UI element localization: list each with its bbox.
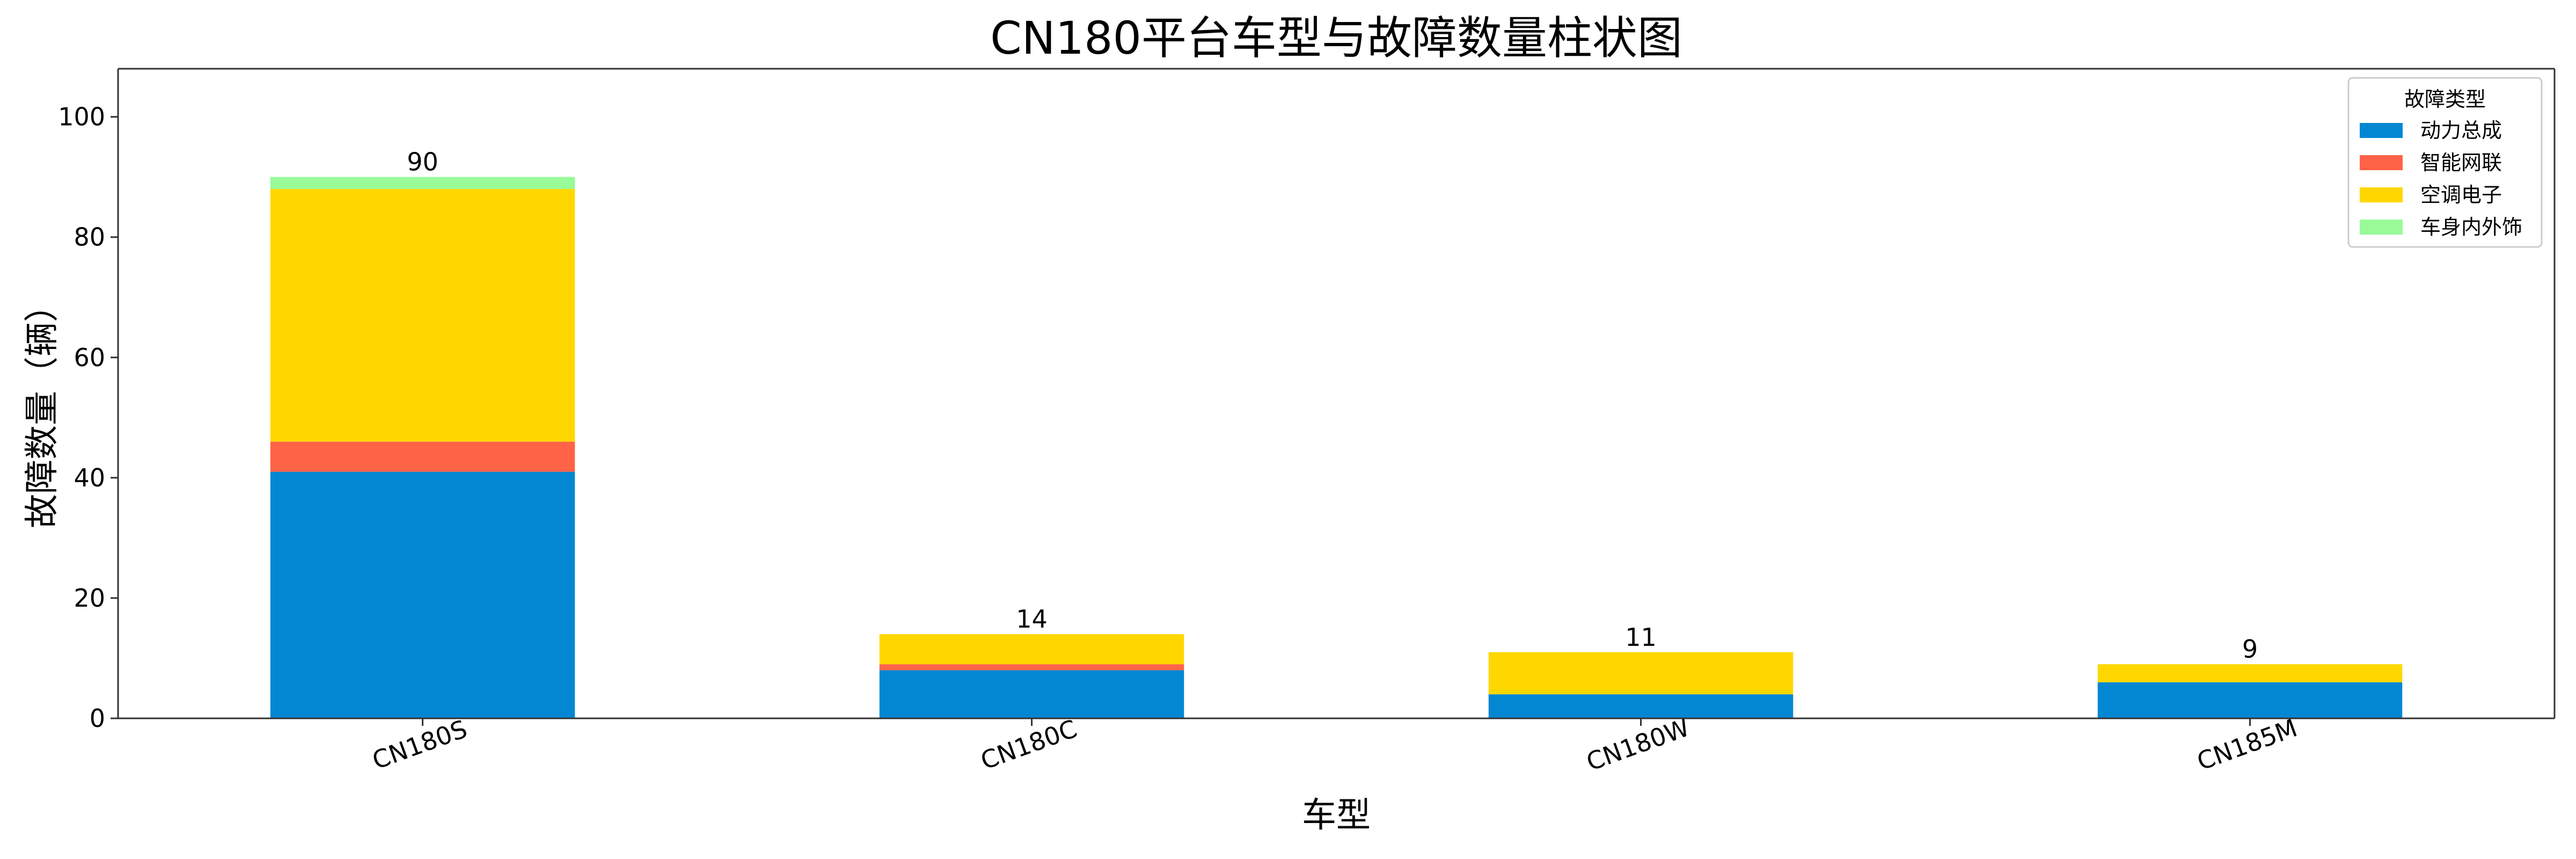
y-tick-label: 100 [58,103,105,132]
legend-label-hvac-electronics: 空调电子 [2420,183,2502,207]
legend-swatch-body-trim [2360,220,2403,235]
legend: 故障类型 动力总成 智能网联 空调电子 车身内外饰 [2347,77,2543,248]
legend-swatch-hvac-electronics [2360,187,2403,202]
x-tick-label: CN180C [977,714,1081,776]
bar-segment-cn180s-series-3 [270,177,575,190]
x-tick-label: CN180S [369,714,471,775]
x-axis-label: 车型 [1302,796,1371,835]
legend-label-connectivity: 智能网联 [2420,151,2502,174]
bar-total-label: 11 [1625,623,1657,652]
legend-label-powertrain: 动力总成 [2420,119,2502,142]
legend-box [2347,77,2543,248]
chart-title: CN180平台车型与故障数量柱状图 [990,12,1682,64]
bar-segment-cn180c-series-2 [879,634,1184,665]
bar-total-label: 14 [1016,605,1048,634]
plot-area: 0 20 40 60 80 100 90 CN180S 14 CN180C 11 CN180W 9 CN1… [58,103,2403,777]
bar-segment-cn180w-series-0 [1488,694,1794,718]
bar-segment-cn185m-series-2 [2097,664,2403,682]
bar-segment-cn180c-series-1 [879,664,1184,671]
legend-label-body-trim: 车身内外饰 [2420,215,2522,239]
y-tick-label: 40 [74,463,105,492]
legend-swatch-powertrain [2360,123,2403,138]
bar-segment-cn185m-series-0 [2097,682,2403,718]
bar-total-label: 90 [407,148,438,177]
bar-total-label: 9 [2242,635,2258,664]
bar-segment-cn180s-series-2 [270,189,575,442]
y-tick-label: 20 [74,584,105,613]
bar-segment-cn180c-series-0 [879,670,1184,718]
y-tick-label: 0 [90,704,105,733]
x-tick-label: CN185M [2193,713,2301,776]
y-axis-label: 故障数量（辆） [23,288,62,528]
bar-segment-cn180s-series-0 [270,471,575,718]
y-tick-label: 80 [74,223,105,252]
x-tick-label: CN180W [1583,712,1693,776]
bar-segment-cn180w-series-2 [1488,652,1794,695]
legend-title: 故障类型 [2404,88,2486,111]
bar-segment-cn180s-series-1 [270,441,575,472]
y-tick-label: 60 [74,343,105,372]
legend-swatch-connectivity [2360,155,2403,170]
